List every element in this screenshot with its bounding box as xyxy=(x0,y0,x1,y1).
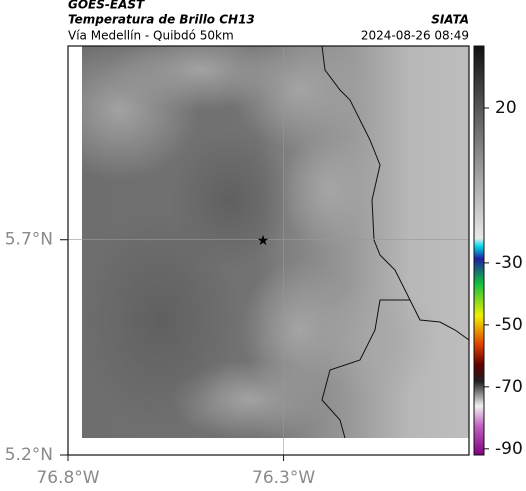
timestamp: 2024-08-26 08:49 xyxy=(361,29,469,43)
lat-tick-label: 5.2°N xyxy=(5,445,53,465)
agency: SIATA xyxy=(431,13,469,27)
product: Temperatura de Brillo CH13 xyxy=(68,13,255,27)
colorbar-tick-label: -50 xyxy=(495,315,523,335)
lon-tick-label: 76.8°W xyxy=(36,468,99,488)
satellite-image xyxy=(82,46,469,438)
region: Vía Medellín - Quibdó 50km xyxy=(68,29,234,43)
colorbar xyxy=(473,45,485,456)
colorbar-tick-label: -70 xyxy=(495,377,523,397)
colorbar-tick-label: -90 xyxy=(495,439,523,459)
map-frame xyxy=(67,45,470,456)
lon-tick-label: 76.3°W xyxy=(252,468,315,488)
lat-tick-label: 5.7°N xyxy=(5,230,53,250)
station-marker: ★ xyxy=(257,233,270,249)
satellite: GOES-EAST xyxy=(68,0,145,12)
colorbar-tick-label: 20 xyxy=(495,98,517,118)
colorbar-tick-label: -30 xyxy=(495,253,523,273)
